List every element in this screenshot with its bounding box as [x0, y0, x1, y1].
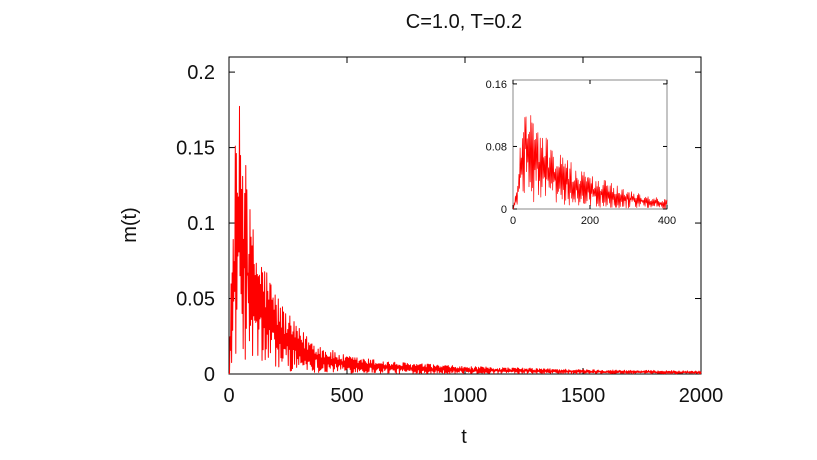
x-tick-label: 0: [223, 385, 234, 407]
x-tick-label: 1500: [561, 385, 606, 407]
y-tick-label: 0.1: [187, 213, 215, 235]
x-tick-label: 500: [330, 385, 363, 407]
y-tick-label: 0: [204, 364, 215, 386]
y-tick-label: 0.08: [486, 141, 507, 153]
inset-plot: 0 200 400 0 0.08 0.16: [486, 79, 677, 227]
x-tick-label: 0: [510, 215, 516, 227]
plot-frame: [228, 56, 702, 375]
chart-title: C=1.0, T=0.2: [406, 11, 522, 33]
y-axis-label: m(t): [119, 207, 141, 243]
y-tick-label: 0.2: [187, 62, 215, 84]
series-line: [228, 105, 702, 375]
y-tick-label: 0.16: [486, 79, 507, 91]
y-tick-label: 0: [501, 204, 507, 216]
series-line: [512, 115, 668, 210]
x-tick-label: 400: [658, 215, 676, 227]
y-tick-label: 0.05: [176, 289, 215, 311]
x-tick-label: 2000: [679, 385, 724, 407]
x-tick-label: 200: [581, 215, 599, 227]
x-axis-label: t: [461, 426, 467, 448]
x-tick-label: 1000: [443, 385, 488, 407]
y-tick-label: 0.15: [176, 138, 215, 160]
